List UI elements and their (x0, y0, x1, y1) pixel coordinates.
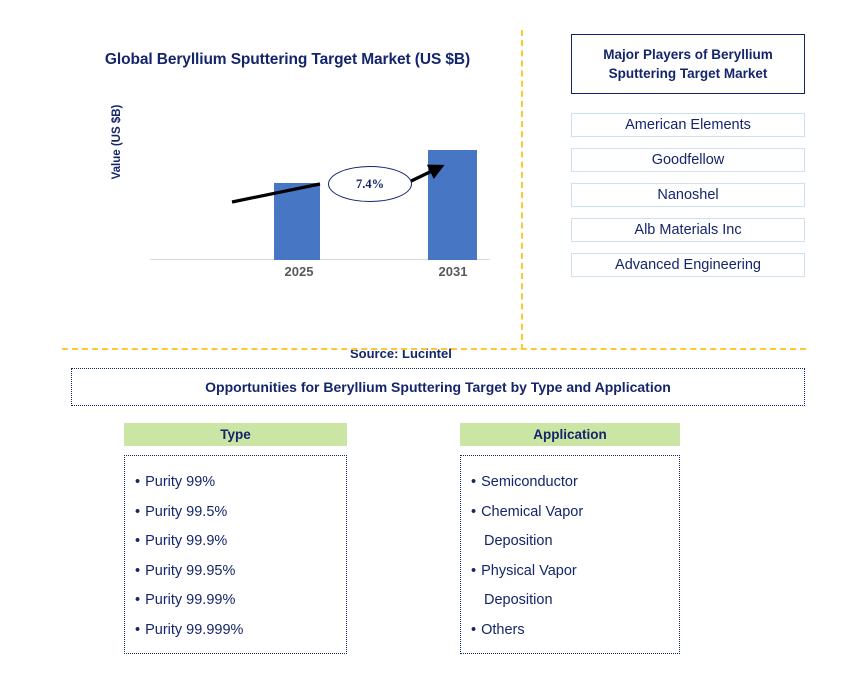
bullet-icon: • (135, 533, 141, 549)
list-item-label: Purity 99.99% (145, 592, 236, 608)
x-tick-label-2031: 2031 (438, 264, 468, 279)
list-item-continuation: Deposition (484, 533, 553, 549)
bullet-icon: • (471, 474, 477, 490)
list-item: • Others (471, 616, 673, 646)
player-item-american-elements[interactable]: American Elements (571, 113, 805, 137)
major-players-panel: Major Players of Beryllium Sputtering Ta… (571, 34, 805, 277)
list-item: • Purity 99.5% (135, 498, 340, 528)
player-item-alb-materials-inc[interactable]: Alb Materials Inc (571, 218, 805, 242)
player-item-nanoshel[interactable]: Nanoshel (571, 183, 805, 207)
bar-2025 (274, 183, 320, 260)
player-label: Nanoshel (657, 187, 719, 203)
list-item-label: Semiconductor (481, 474, 578, 490)
bullet-icon: • (471, 621, 477, 638)
list-item-label: Physical Vapor (481, 562, 577, 579)
bullet-icon: • (135, 474, 141, 490)
cagr-bubble: 7.4% (328, 166, 412, 202)
player-label: Goodfellow (651, 152, 725, 168)
vertical-divider (521, 30, 523, 350)
list-item-label: Purity 99.9% (145, 533, 228, 549)
player-label: American Elements (625, 117, 751, 133)
list-item: • Purity 99% (135, 468, 340, 498)
application-column-body: • Semiconductor • Chemical Vapor Depositio… (460, 455, 680, 654)
bullet-icon: • (135, 503, 141, 520)
major-players-header: Major Players of Beryllium Sputtering Ta… (571, 34, 805, 94)
bullet-icon: • (471, 562, 477, 579)
opportunities-banner: Opportunities for Beryllium Sputtering T… (71, 368, 805, 406)
list-item-label: Purity 99.95% (145, 562, 236, 579)
x-tick-label-2025: 2025 (284, 264, 314, 279)
player-label: Advanced Engineering (615, 257, 761, 273)
chart-y-axis-label: Value (US $B) (111, 104, 123, 180)
list-item-label: Chemical Vapor (481, 503, 584, 520)
list-item: • Purity 99.95% (135, 557, 340, 587)
list-item-label: Purity 99.5% (145, 503, 228, 520)
bullet-icon: • (135, 562, 141, 579)
list-item-label: Purity 99.999% (145, 621, 244, 638)
market-chart-panel: Global Beryllium Sputtering Target Marke… (60, 28, 515, 361)
list-item: • Semiconductor (471, 468, 673, 498)
player-label: Alb Materials Inc (634, 222, 742, 238)
application-column-header: Application (460, 423, 680, 446)
type-column: Type • Purity 99% • Purity 99.5% • Purity 9… (124, 423, 347, 654)
player-item-goodfellow[interactable]: Goodfellow (571, 148, 805, 172)
growth-arrow-icon (231, 164, 445, 204)
type-column-header: Type (124, 423, 347, 446)
list-item: • Physical Vapor (471, 557, 673, 587)
list-item: • Purity 99.9% (135, 527, 340, 557)
list-item: • Purity 99.999% (135, 616, 340, 646)
list-item: • Chemical Vapor (471, 498, 673, 528)
chart-baseline-axis (150, 259, 490, 260)
type-column-body: • Purity 99% • Purity 99.5% • Purity 99.9% … (124, 455, 347, 654)
major-players-list: American Elements Goodfellow Nanoshel Al… (571, 113, 805, 277)
bullet-icon: • (135, 592, 141, 608)
list-item-label: Purity 99% (145, 474, 216, 490)
list-item-label: Others (481, 621, 525, 638)
player-item-advanced-engineering[interactable]: Advanced Engineering (571, 253, 805, 277)
list-item: • Purity 99.99% (135, 586, 340, 616)
bullet-icon: • (135, 621, 141, 638)
chart-title: Global Beryllium Sputtering Target Marke… (104, 51, 471, 68)
application-column: Application • Semiconductor • Chemical Vap… (460, 423, 680, 654)
chart-plot-area (150, 133, 490, 260)
horizontal-divider (62, 348, 806, 350)
bullet-icon: • (471, 503, 477, 520)
list-item-continuation: Deposition (484, 592, 553, 608)
